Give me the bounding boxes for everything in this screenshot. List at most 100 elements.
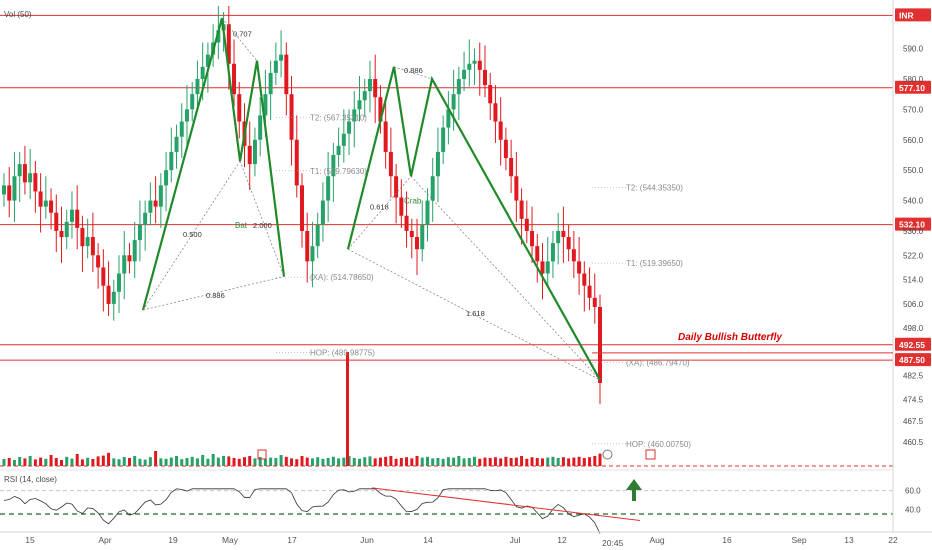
volume-bar: [504, 456, 508, 466]
volume-bar: [546, 457, 550, 466]
volume-bar: [530, 457, 534, 466]
volume-bar: [520, 456, 524, 466]
volume-bar: [284, 456, 288, 466]
candle-body: [409, 230, 414, 238]
candle-body: [357, 100, 362, 110]
volume-bar: [2, 459, 6, 466]
price-tick-label: 482.5: [903, 371, 924, 380]
volume-bar: [593, 456, 597, 466]
candle-body: [320, 200, 325, 225]
candle-body: [592, 297, 597, 307]
candle-body: [216, 30, 221, 43]
volume-bar: [206, 458, 210, 466]
bat-xd-line: [142, 276, 285, 311]
candle-body: [451, 94, 456, 110]
volume-bar: [431, 458, 435, 466]
rsi-trendline: [371, 487, 641, 522]
volume-bar: [201, 455, 205, 466]
candle-body: [388, 151, 393, 177]
time-readout: 20:45: [602, 538, 624, 548]
candle-body: [49, 200, 54, 213]
volume-bar: [316, 457, 320, 466]
level-tag-bg: [895, 337, 931, 351]
candle-body: [127, 255, 132, 262]
level-tag-label: 487.50: [899, 355, 925, 365]
candles[interactable]: [2, 6, 602, 405]
volume-bar: [222, 456, 226, 466]
volume-bar: [457, 456, 461, 466]
volume-bar: [384, 456, 388, 466]
volume-bar: [101, 455, 105, 466]
candle-body: [550, 243, 555, 262]
candle-body: [383, 121, 388, 152]
candle-body: [22, 164, 27, 183]
volume-bar: [112, 458, 116, 466]
earnings-marker-icon: [645, 449, 656, 460]
volume-bar: [216, 457, 220, 466]
volume-bar: [473, 456, 477, 466]
crab-xd-line: [347, 248, 601, 381]
volume-bar: [300, 456, 304, 466]
arrow-up-icon: [626, 479, 642, 501]
volume-bar: [321, 458, 325, 466]
candle-body: [80, 227, 85, 247]
earnings-marker-icon: [257, 449, 267, 460]
volume-bar: [452, 457, 456, 466]
level-tag-bg: [895, 217, 931, 231]
volume-bar: [143, 459, 147, 466]
candle-body: [179, 121, 184, 137]
volume-bar: [80, 459, 84, 466]
candle-body: [509, 158, 514, 177]
candle-body: [378, 97, 383, 122]
candle-body: [164, 170, 169, 186]
volume-bar: [133, 456, 137, 466]
volume-bar: [305, 457, 309, 466]
time-tick-label: Jun: [360, 535, 374, 545]
bat-xb-line: [142, 160, 241, 311]
time-tick-label: Jul: [510, 535, 521, 545]
volume-bar: [310, 458, 314, 466]
volume-bar: [274, 458, 278, 466]
candle-body: [96, 255, 101, 268]
time-tick-label: Sep: [791, 535, 806, 545]
candle-body: [577, 261, 582, 274]
candle-body: [69, 209, 74, 222]
rsi-pane: RSI (14, close) 60.0 40.0: [0, 465, 921, 534]
candle-body: [367, 78, 372, 92]
volume-bar: [598, 453, 602, 466]
time-tick-label: 15: [25, 535, 35, 545]
crab-label: Crab: [404, 197, 422, 206]
candle-body: [284, 54, 289, 95]
candle-body: [373, 78, 378, 98]
candle-body: [404, 215, 409, 231]
level-tag-bg: [895, 353, 931, 367]
volume-bar: [415, 456, 419, 466]
volume-bar: [107, 452, 111, 466]
volume-bar: [169, 457, 173, 466]
price-tick-label: 498.0: [903, 324, 924, 333]
volume-bar: [138, 458, 142, 466]
volume-bar: [117, 459, 121, 466]
volume-bar: [551, 456, 555, 466]
candle-body: [598, 306, 602, 383]
candle-body: [498, 121, 503, 140]
time-tick-label: 14: [423, 535, 433, 545]
candle-body: [143, 212, 148, 225]
candle-body: [514, 176, 519, 201]
candle-body: [341, 133, 346, 146]
horizontal-levels[interactable]: INR 577.10 532.10 492.55 487.50: [0, 8, 931, 367]
volume-bar: [154, 451, 158, 466]
volume-bar: [588, 457, 592, 466]
volume-spike: [346, 352, 349, 466]
candle-body: [7, 185, 12, 201]
volume-bar: [410, 458, 414, 466]
candle-body: [190, 94, 195, 110]
volume-bar: [363, 457, 367, 466]
candle-body: [441, 127, 446, 152]
candle-body: [446, 109, 451, 128]
volume-bar: [269, 457, 273, 466]
volume-bar: [326, 458, 330, 466]
volume-bar: [258, 457, 262, 466]
volume-bar: [405, 457, 409, 466]
